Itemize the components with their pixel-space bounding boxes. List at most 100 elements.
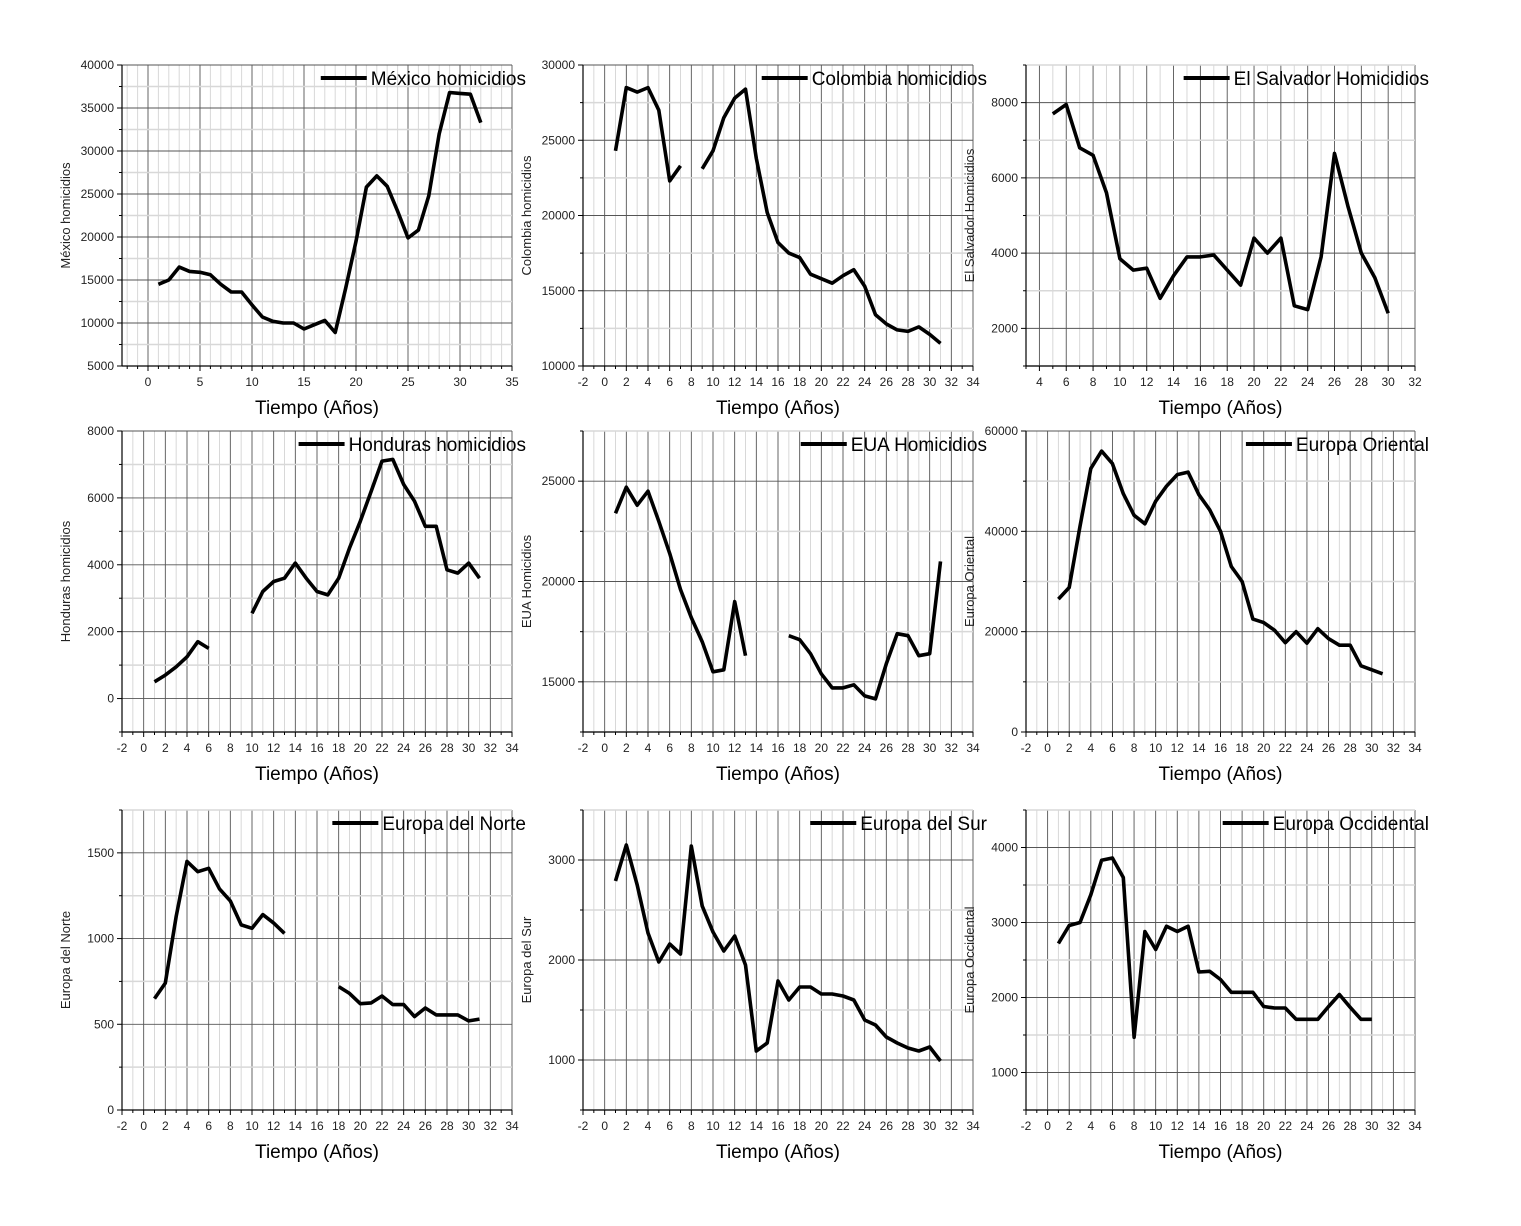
y-axis-title: Europa Occidental bbox=[962, 906, 977, 1013]
legend-label: Europa Oriental bbox=[1296, 435, 1429, 456]
x-tick-label: 14 bbox=[1167, 375, 1181, 389]
legend-label: México homicidios bbox=[371, 69, 526, 90]
legend: EUA Homicidios bbox=[800, 435, 987, 456]
y-tick-label: 20000 bbox=[542, 209, 576, 223]
x-tick-label: 26 bbox=[419, 741, 433, 755]
x-tick-label: 34 bbox=[966, 1119, 980, 1133]
legend-label: Europa del Sur bbox=[860, 814, 987, 835]
legend-label: Colombia homicidios bbox=[812, 69, 987, 90]
x-tick-label: 22 bbox=[1274, 375, 1288, 389]
y-tick-label: 4000 bbox=[87, 558, 114, 572]
x-tick-label: 0 bbox=[1044, 741, 1051, 755]
x-tick-label: 6 bbox=[1063, 375, 1070, 389]
x-tick-label: 26 bbox=[880, 741, 894, 755]
data-series-line bbox=[1051, 102, 1390, 314]
chart-panel-el-salvador: 4 6 8 10 12 14 16 18 20 22 24 26 28 30 32 2000 4000 6000 8… bbox=[962, 64, 1429, 419]
legend-label: Europa Occidental bbox=[1273, 814, 1429, 835]
x-tick-label: 4 bbox=[184, 741, 191, 755]
x-tick-label: 14 bbox=[1192, 1119, 1206, 1133]
y-axis-title: El Salvador Homicidios bbox=[962, 148, 977, 282]
x-axis-title: Tiempo (Años) bbox=[716, 764, 840, 785]
y-tick-label: 40000 bbox=[985, 524, 1019, 538]
legend: Europa del Norte bbox=[332, 814, 526, 835]
chart-panel-mexico: 0 5 10 15 20 25 30 35 5000 10000 15000 20000 25000 30… bbox=[58, 58, 526, 419]
x-tick-label: 6 bbox=[666, 375, 673, 389]
x-tick-label: 5 bbox=[197, 375, 204, 389]
x-tick-label: 14 bbox=[750, 375, 764, 389]
x-tick-label: 30 bbox=[1381, 375, 1395, 389]
x-tick-label: 30 bbox=[453, 375, 467, 389]
chart-panel-eua: -2 0 2 4 6 8 10 12 14 16 18 20 22 24 26 28 30 32 341500020… bbox=[519, 430, 987, 785]
x-tick-label: 26 bbox=[419, 1119, 433, 1133]
x-tick-label: 14 bbox=[289, 1119, 303, 1133]
x-tick-label: 28 bbox=[901, 375, 915, 389]
x-tick-label: 16 bbox=[1214, 741, 1228, 755]
x-tick-label: 20 bbox=[815, 1119, 829, 1133]
x-tick-label: 24 bbox=[397, 1119, 411, 1133]
y-tick-label: 8000 bbox=[87, 424, 114, 438]
data-series-line bbox=[153, 457, 481, 684]
x-tick-label: 16 bbox=[310, 741, 324, 755]
x-tick-label: 24 bbox=[858, 1119, 872, 1133]
x-tick-label: 2 bbox=[623, 741, 630, 755]
y-tick-label: 25000 bbox=[542, 133, 576, 147]
x-tick-label: 30 bbox=[1365, 1119, 1379, 1133]
grid-lines bbox=[1025, 809, 1416, 1111]
x-tick-label: 16 bbox=[771, 1119, 785, 1133]
x-tick-label: 12 bbox=[728, 375, 742, 389]
x-tick-label: 26 bbox=[880, 1119, 894, 1133]
x-tick-label: 18 bbox=[1221, 375, 1235, 389]
x-tick-label: 10 bbox=[706, 741, 720, 755]
y-tick-label: 25000 bbox=[542, 474, 576, 488]
y-tick-label: 6000 bbox=[87, 491, 114, 505]
x-tick-label: 20 bbox=[815, 375, 829, 389]
x-tick-label: 20 bbox=[349, 375, 363, 389]
x-tick-label: 32 bbox=[1408, 375, 1422, 389]
x-tick-label: 24 bbox=[1300, 1119, 1314, 1133]
x-tick-label: 26 bbox=[1322, 1119, 1336, 1133]
x-tick-label: 34 bbox=[505, 1119, 519, 1133]
x-tick-label: -2 bbox=[578, 1119, 589, 1133]
x-tick-label: 12 bbox=[728, 1119, 742, 1133]
x-tick-label: 12 bbox=[728, 741, 742, 755]
y-tick-label: 1500 bbox=[87, 846, 114, 860]
x-tick-label: 8 bbox=[1090, 375, 1097, 389]
legend: Honduras homicidios bbox=[298, 435, 526, 456]
x-tick-label: 28 bbox=[1355, 375, 1369, 389]
y-tick-label: 6000 bbox=[991, 171, 1018, 185]
legend-label: EUA Homicidios bbox=[851, 435, 987, 456]
x-tick-label: -2 bbox=[117, 1119, 128, 1133]
x-tick-label: 16 bbox=[771, 375, 785, 389]
y-tick-label: 500 bbox=[94, 1017, 114, 1031]
x-tick-label: 18 bbox=[793, 1119, 807, 1133]
y-tick-label: 30000 bbox=[81, 144, 115, 158]
y-axis-title: Europa del Norte bbox=[58, 911, 73, 1009]
y-tick-label: 1000 bbox=[991, 1066, 1018, 1080]
grid-lines bbox=[582, 64, 974, 367]
x-tick-label: 2 bbox=[623, 375, 630, 389]
legend: Europa Occidental bbox=[1222, 814, 1429, 835]
chart-panel-europa-norte: -2 0 2 4 6 8 10 12 14 16 18 20 22 24 26 28 30 32 340500100… bbox=[58, 809, 526, 1163]
x-tick-label: 20 bbox=[1257, 741, 1271, 755]
y-tick-label: 15000 bbox=[542, 284, 576, 298]
x-tick-label: 6 bbox=[205, 741, 212, 755]
x-tick-label: 10 bbox=[706, 375, 720, 389]
x-tick-label: 10 bbox=[245, 741, 259, 755]
data-series-line bbox=[613, 85, 942, 345]
x-tick-label: 34 bbox=[1408, 1119, 1422, 1133]
x-tick-label: 30 bbox=[923, 375, 937, 389]
x-tick-label: 2 bbox=[1066, 741, 1073, 755]
x-tick-label: 32 bbox=[1387, 1119, 1401, 1133]
y-tick-label: 2000 bbox=[991, 321, 1018, 335]
y-tick-label: 8000 bbox=[991, 96, 1018, 110]
x-tick-label: 12 bbox=[1140, 375, 1154, 389]
chart-panel-europa-oriental: -2 0 2 4 6 8 10 12 14 16 18 20 22 24 26 28 30 32 340200004… bbox=[962, 424, 1429, 785]
y-tick-label: 15000 bbox=[542, 675, 576, 689]
legend: México homicidios bbox=[320, 69, 526, 90]
x-tick-label: 16 bbox=[1214, 1119, 1228, 1133]
x-tick-label: -2 bbox=[117, 741, 128, 755]
x-tick-label: 12 bbox=[1171, 1119, 1185, 1133]
x-tick-label: 32 bbox=[945, 741, 959, 755]
x-tick-label: 14 bbox=[289, 741, 303, 755]
